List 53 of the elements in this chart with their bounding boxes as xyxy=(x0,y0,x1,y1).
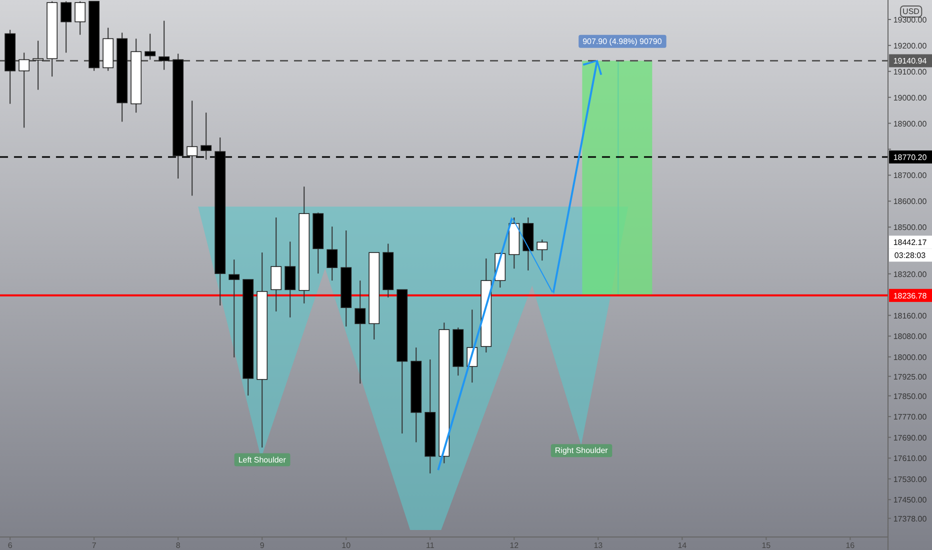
x-tick-label: 9 xyxy=(260,541,265,550)
candlestick xyxy=(270,217,282,312)
annotation: Right Shoulder xyxy=(554,446,608,456)
y-tick-label: 17378.00 xyxy=(893,514,928,524)
candlestick xyxy=(158,20,170,70)
candlestick xyxy=(536,239,548,262)
y-tick-label: 17925.00 xyxy=(893,372,928,382)
ref-line-label: 18770.20 xyxy=(893,152,928,162)
x-tick-label: 10 xyxy=(342,541,352,550)
candlestick xyxy=(228,259,240,358)
x-tick-label: 6 xyxy=(8,541,13,550)
x-tick-label: 15 xyxy=(762,541,772,550)
x-tick-label: 14 xyxy=(678,541,688,550)
candlestick xyxy=(284,241,296,318)
candlestick xyxy=(74,0,86,36)
y-tick-label: 17690.00 xyxy=(893,433,928,442)
y-tick-label: 18900.00 xyxy=(893,119,928,128)
y-tick-label: 18000.00 xyxy=(893,352,928,362)
y-tick-label: 18600.00 xyxy=(893,197,928,206)
candlestick xyxy=(186,100,198,196)
candlestick xyxy=(18,52,30,128)
y-tick-label: 19100.00 xyxy=(893,67,928,76)
y-tick-label: 19000.00 xyxy=(893,93,928,102)
x-tick-label: 16 xyxy=(846,541,856,550)
y-tick-label: 18500.00 xyxy=(893,223,928,232)
annotation: 907.90 (4.98%) 90790 xyxy=(582,36,662,46)
x-tick-label: 8 xyxy=(176,541,181,550)
text: 03:28:03 xyxy=(894,251,926,260)
x-tick-label: 12 xyxy=(510,541,520,550)
candlestick xyxy=(32,40,44,90)
y-tick-label: 18320.00 xyxy=(893,270,928,279)
y-tick-label: 17850.00 xyxy=(893,392,928,401)
y-tick-label: 17610.00 xyxy=(893,454,928,464)
x-tick-label: 13 xyxy=(594,541,604,550)
candlestick xyxy=(354,280,366,384)
candlestick xyxy=(60,0,72,54)
y-tick-label: 17770.00 xyxy=(893,412,928,422)
y-tick-label: 17450.00 xyxy=(893,496,928,505)
text: 18442.17 xyxy=(893,238,928,248)
x-tick-label: 11 xyxy=(426,541,435,550)
y-tick-label: 18700.00 xyxy=(893,171,928,180)
y-axis-title: USD xyxy=(902,7,920,16)
candlestick xyxy=(326,226,338,282)
y-tick-label: 19300.00 xyxy=(893,15,928,24)
candlestick xyxy=(144,33,156,60)
y-tick-label: 17530.00 xyxy=(893,474,928,484)
y-tick-label: 19200.00 xyxy=(893,41,928,50)
ref-line-label: 18236.78 xyxy=(893,291,928,300)
annotation: Left Shoulder xyxy=(238,455,286,464)
y-tick-label: 18160.00 xyxy=(893,311,928,320)
ref-line-label: 19140.94 xyxy=(893,56,928,66)
y-tick-label: 18080.00 xyxy=(893,332,928,342)
x-tick-label: 7 xyxy=(92,541,97,550)
